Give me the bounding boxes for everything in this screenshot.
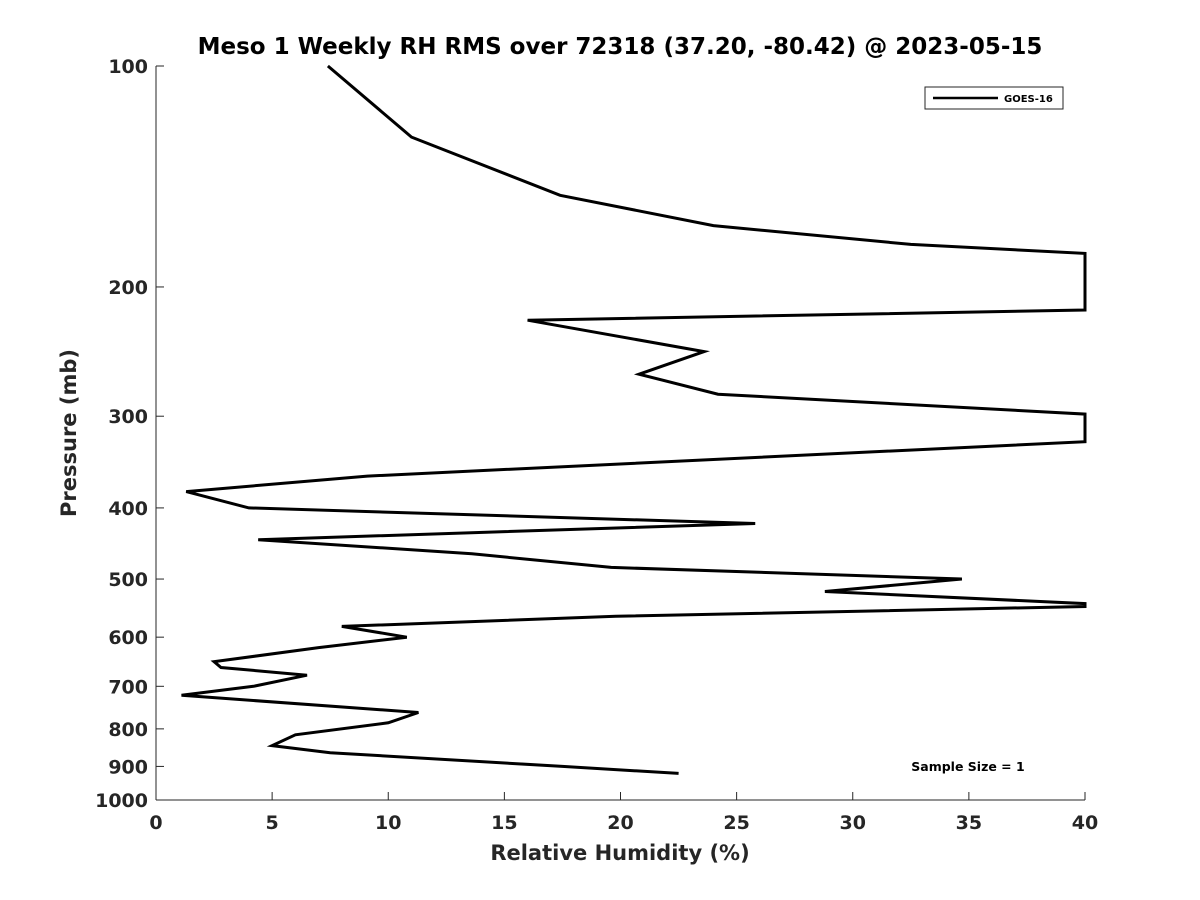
x-tick-label: 15 xyxy=(491,812,517,834)
sample-size-annotation: Sample Size = 1 xyxy=(911,759,1024,774)
x-tick-label: 35 xyxy=(956,812,982,834)
legend-label-goes-16: GOES-16 xyxy=(1004,94,1053,105)
y-tick-label: 900 xyxy=(108,756,148,778)
x-tick-label: 20 xyxy=(607,812,633,834)
y-tick-label: 700 xyxy=(108,676,148,698)
y-tick-label: 200 xyxy=(108,277,148,299)
x-tick-label: 40 xyxy=(1072,812,1098,834)
x-tick-label: 10 xyxy=(375,812,401,834)
chart-title: Meso 1 Weekly RH RMS over 72318 (37.20, … xyxy=(198,34,1043,60)
x-tick-label: 0 xyxy=(149,812,162,834)
plot-area: 0 5 10 15 20 25 30 35 40 100 200 300 400 500 600 700 800… xyxy=(95,56,1098,834)
y-tick-label: 800 xyxy=(108,719,148,741)
series-line-goes-16 xyxy=(181,64,1087,775)
y-tick-label: 500 xyxy=(108,569,148,591)
y-tick-label: 400 xyxy=(108,498,148,520)
y-tick-label: 300 xyxy=(108,406,148,428)
y-axis-label: Pressure (mb) xyxy=(57,349,81,517)
y-tick-label: 1000 xyxy=(95,790,148,812)
x-tick-label: 30 xyxy=(840,812,866,834)
x-tick-label: 25 xyxy=(723,812,749,834)
legend: GOES-16 xyxy=(924,86,1064,110)
x-tick-label: 5 xyxy=(266,812,279,834)
x-axis-label: Relative Humidity (%) xyxy=(490,841,749,865)
y-tick-label: 100 xyxy=(108,56,148,78)
y-tick-label: 600 xyxy=(108,627,148,649)
